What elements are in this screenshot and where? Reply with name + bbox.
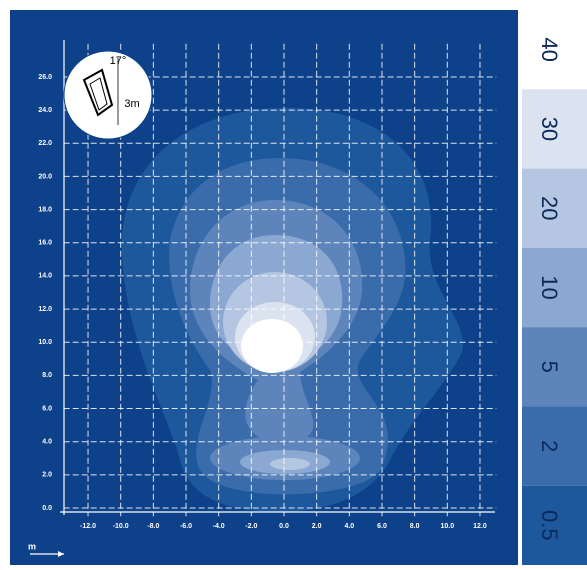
y-tick-label: 2.0 xyxy=(42,472,52,479)
y-tick-label: 8.0 xyxy=(42,372,52,379)
x-tick-label: 4.0 xyxy=(344,523,354,530)
x-tick-label: -2.0 xyxy=(245,523,257,530)
x-tick-label: 6.0 xyxy=(377,523,387,530)
x-tick-label: 2.0 xyxy=(312,523,322,530)
y-tick-label: 24.0 xyxy=(38,107,52,114)
x-tick-label: 0.0 xyxy=(279,523,289,530)
x-tick-label: -12.0 xyxy=(80,523,96,530)
icon-height: 3m xyxy=(124,98,139,110)
y-tick-label: 14.0 xyxy=(38,273,52,280)
x-tick-label: -8.0 xyxy=(147,523,159,530)
x-tick-label: -4.0 xyxy=(213,523,225,530)
legend-swatch xyxy=(522,247,587,328)
y-tick-label: 22.0 xyxy=(38,140,52,147)
contour xyxy=(241,318,304,374)
legend-label: 0.5 xyxy=(537,510,562,541)
x-tick-label: 12.0 xyxy=(473,523,487,530)
legend-swatch xyxy=(522,406,587,486)
icon-lamp xyxy=(82,68,114,117)
unit-arrowhead xyxy=(58,551,64,557)
legend-label: 2 xyxy=(537,440,562,452)
luminaire-icon: 17° 3m xyxy=(63,50,153,140)
x-tick-label: -10.0 xyxy=(113,523,129,530)
x-tick-label: 10.0 xyxy=(440,523,454,530)
legend-label: 10 xyxy=(537,275,562,299)
x-tick-label: -6.0 xyxy=(180,523,192,530)
legend-label: 30 xyxy=(537,117,562,141)
y-tick-label: 6.0 xyxy=(42,405,52,412)
y-tick-label: 10.0 xyxy=(38,339,52,346)
x-tick-label: 8.0 xyxy=(410,523,420,530)
y-tick-label: 18.0 xyxy=(38,206,52,213)
y-tick-label: 26.0 xyxy=(38,74,52,81)
icon-circle xyxy=(63,50,153,140)
legend-label: 5 xyxy=(537,361,562,373)
y-tick-label: 4.0 xyxy=(42,439,52,446)
y-tick-label: 20.0 xyxy=(38,173,52,180)
legend-label: 20 xyxy=(537,196,562,220)
y-tick-label: 0.0 xyxy=(42,505,52,512)
y-tick-label: 12.0 xyxy=(38,306,52,313)
icon-angle: 17° xyxy=(110,55,127,67)
legend-swatch xyxy=(522,327,587,407)
y-tick-label: 16.0 xyxy=(38,240,52,247)
legend-swatch xyxy=(522,485,587,565)
legend-swatch xyxy=(522,168,587,248)
x-unit: m xyxy=(28,541,36,551)
contour xyxy=(270,458,310,470)
legend-label: 40 xyxy=(537,37,562,61)
legend-swatch xyxy=(522,89,587,169)
icon-lamp-inner xyxy=(89,77,108,111)
legend-swatch xyxy=(522,10,587,90)
